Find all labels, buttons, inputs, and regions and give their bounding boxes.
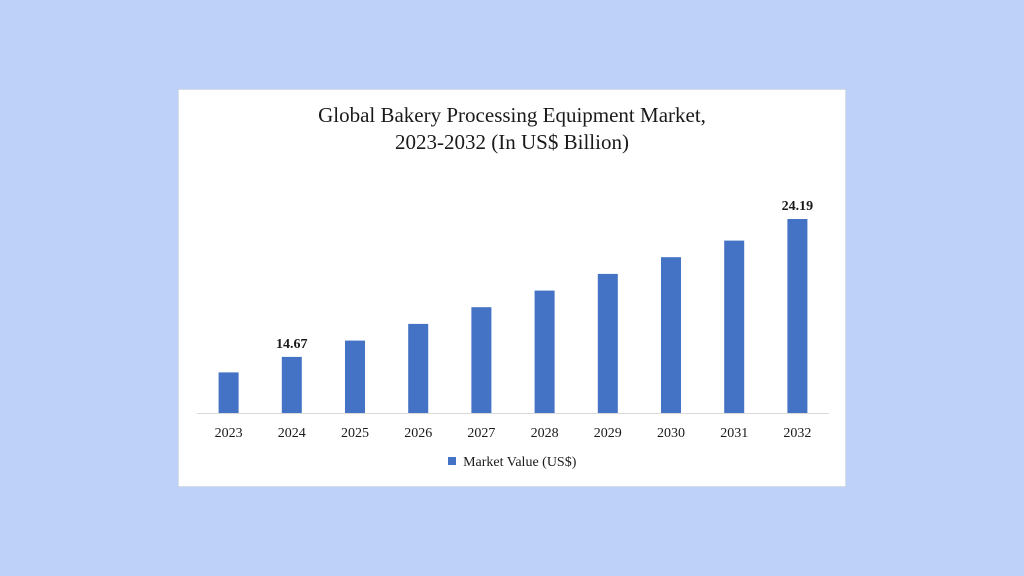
bar-2032: [787, 219, 808, 413]
bar-2026: [408, 323, 429, 413]
bar-2023: [218, 372, 239, 413]
chart-card: Global Bakery Processing Equipment Marke…: [178, 89, 846, 487]
x-tick-label-2028: 2028: [531, 426, 559, 441]
x-tick-label-2023: 2023: [215, 426, 243, 441]
bar-2027: [471, 307, 492, 413]
chart-title: Global Bakery Processing Equipment Marke…: [179, 102, 845, 156]
data-label-2024: 14.67: [276, 337, 308, 352]
legend-label: Market Value (US$): [463, 455, 577, 470]
legend-swatch: [447, 457, 456, 465]
bar-2025: [345, 340, 365, 413]
chart-title-line-2: 2023-2032 (In US$ Billion): [395, 130, 629, 154]
bar-2029: [597, 273, 618, 413]
chart-title-line-1: Global Bakery Processing Equipment Marke…: [318, 103, 706, 127]
x-tick-label-2025: 2025: [341, 426, 369, 441]
bar-2024: [281, 356, 302, 413]
x-tick-label-2027: 2027: [467, 426, 495, 441]
bar-chart-plot: 2023 2024 2025 2026 2027 2028 2029 2030 2031 2032…: [197, 199, 829, 441]
data-label-2032: 24.19: [782, 199, 814, 214]
x-tick-label-2031: 2031: [720, 426, 748, 441]
bar-2030: [661, 257, 681, 413]
x-tick-label-2032: 2032: [783, 426, 811, 441]
x-tick-label-2026: 2026: [404, 426, 432, 441]
bar-2028: [534, 290, 555, 413]
x-tick-label-2030: 2030: [657, 426, 685, 441]
x-tick-label-2029: 2029: [594, 426, 622, 441]
bar-2031: [724, 240, 745, 413]
chart-legend: Market Value (US$): [179, 455, 845, 471]
x-tick-label-2024: 2024: [278, 426, 306, 441]
